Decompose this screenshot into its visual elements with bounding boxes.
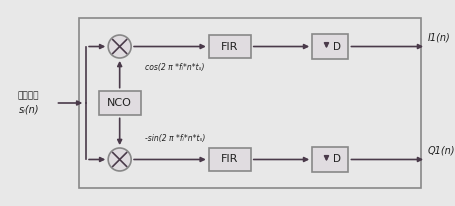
Text: -sin(2 π *fᵢ*n*tₛ): -sin(2 π *fᵢ*n*tₛ) bbox=[144, 134, 204, 143]
Text: cos(2 π *fᵢ*n*tₛ): cos(2 π *fᵢ*n*tₛ) bbox=[144, 63, 204, 72]
Circle shape bbox=[108, 148, 131, 171]
Bar bbox=[78, 18, 420, 188]
Bar bbox=[311, 34, 348, 59]
Text: D: D bbox=[332, 42, 340, 52]
Text: I1(n): I1(n) bbox=[427, 33, 450, 43]
Text: NCO: NCO bbox=[107, 98, 132, 108]
Text: 数字中频: 数字中频 bbox=[18, 91, 40, 100]
Text: FIR: FIR bbox=[221, 154, 238, 164]
Text: sᵢ(n): sᵢ(n) bbox=[19, 105, 39, 115]
Text: D: D bbox=[332, 154, 340, 164]
Bar bbox=[98, 91, 141, 115]
Bar bbox=[208, 148, 250, 171]
Bar bbox=[208, 35, 250, 58]
Text: Q1(n): Q1(n) bbox=[427, 146, 455, 156]
Text: FIR: FIR bbox=[221, 42, 238, 52]
Circle shape bbox=[108, 35, 131, 58]
Bar bbox=[311, 147, 348, 172]
